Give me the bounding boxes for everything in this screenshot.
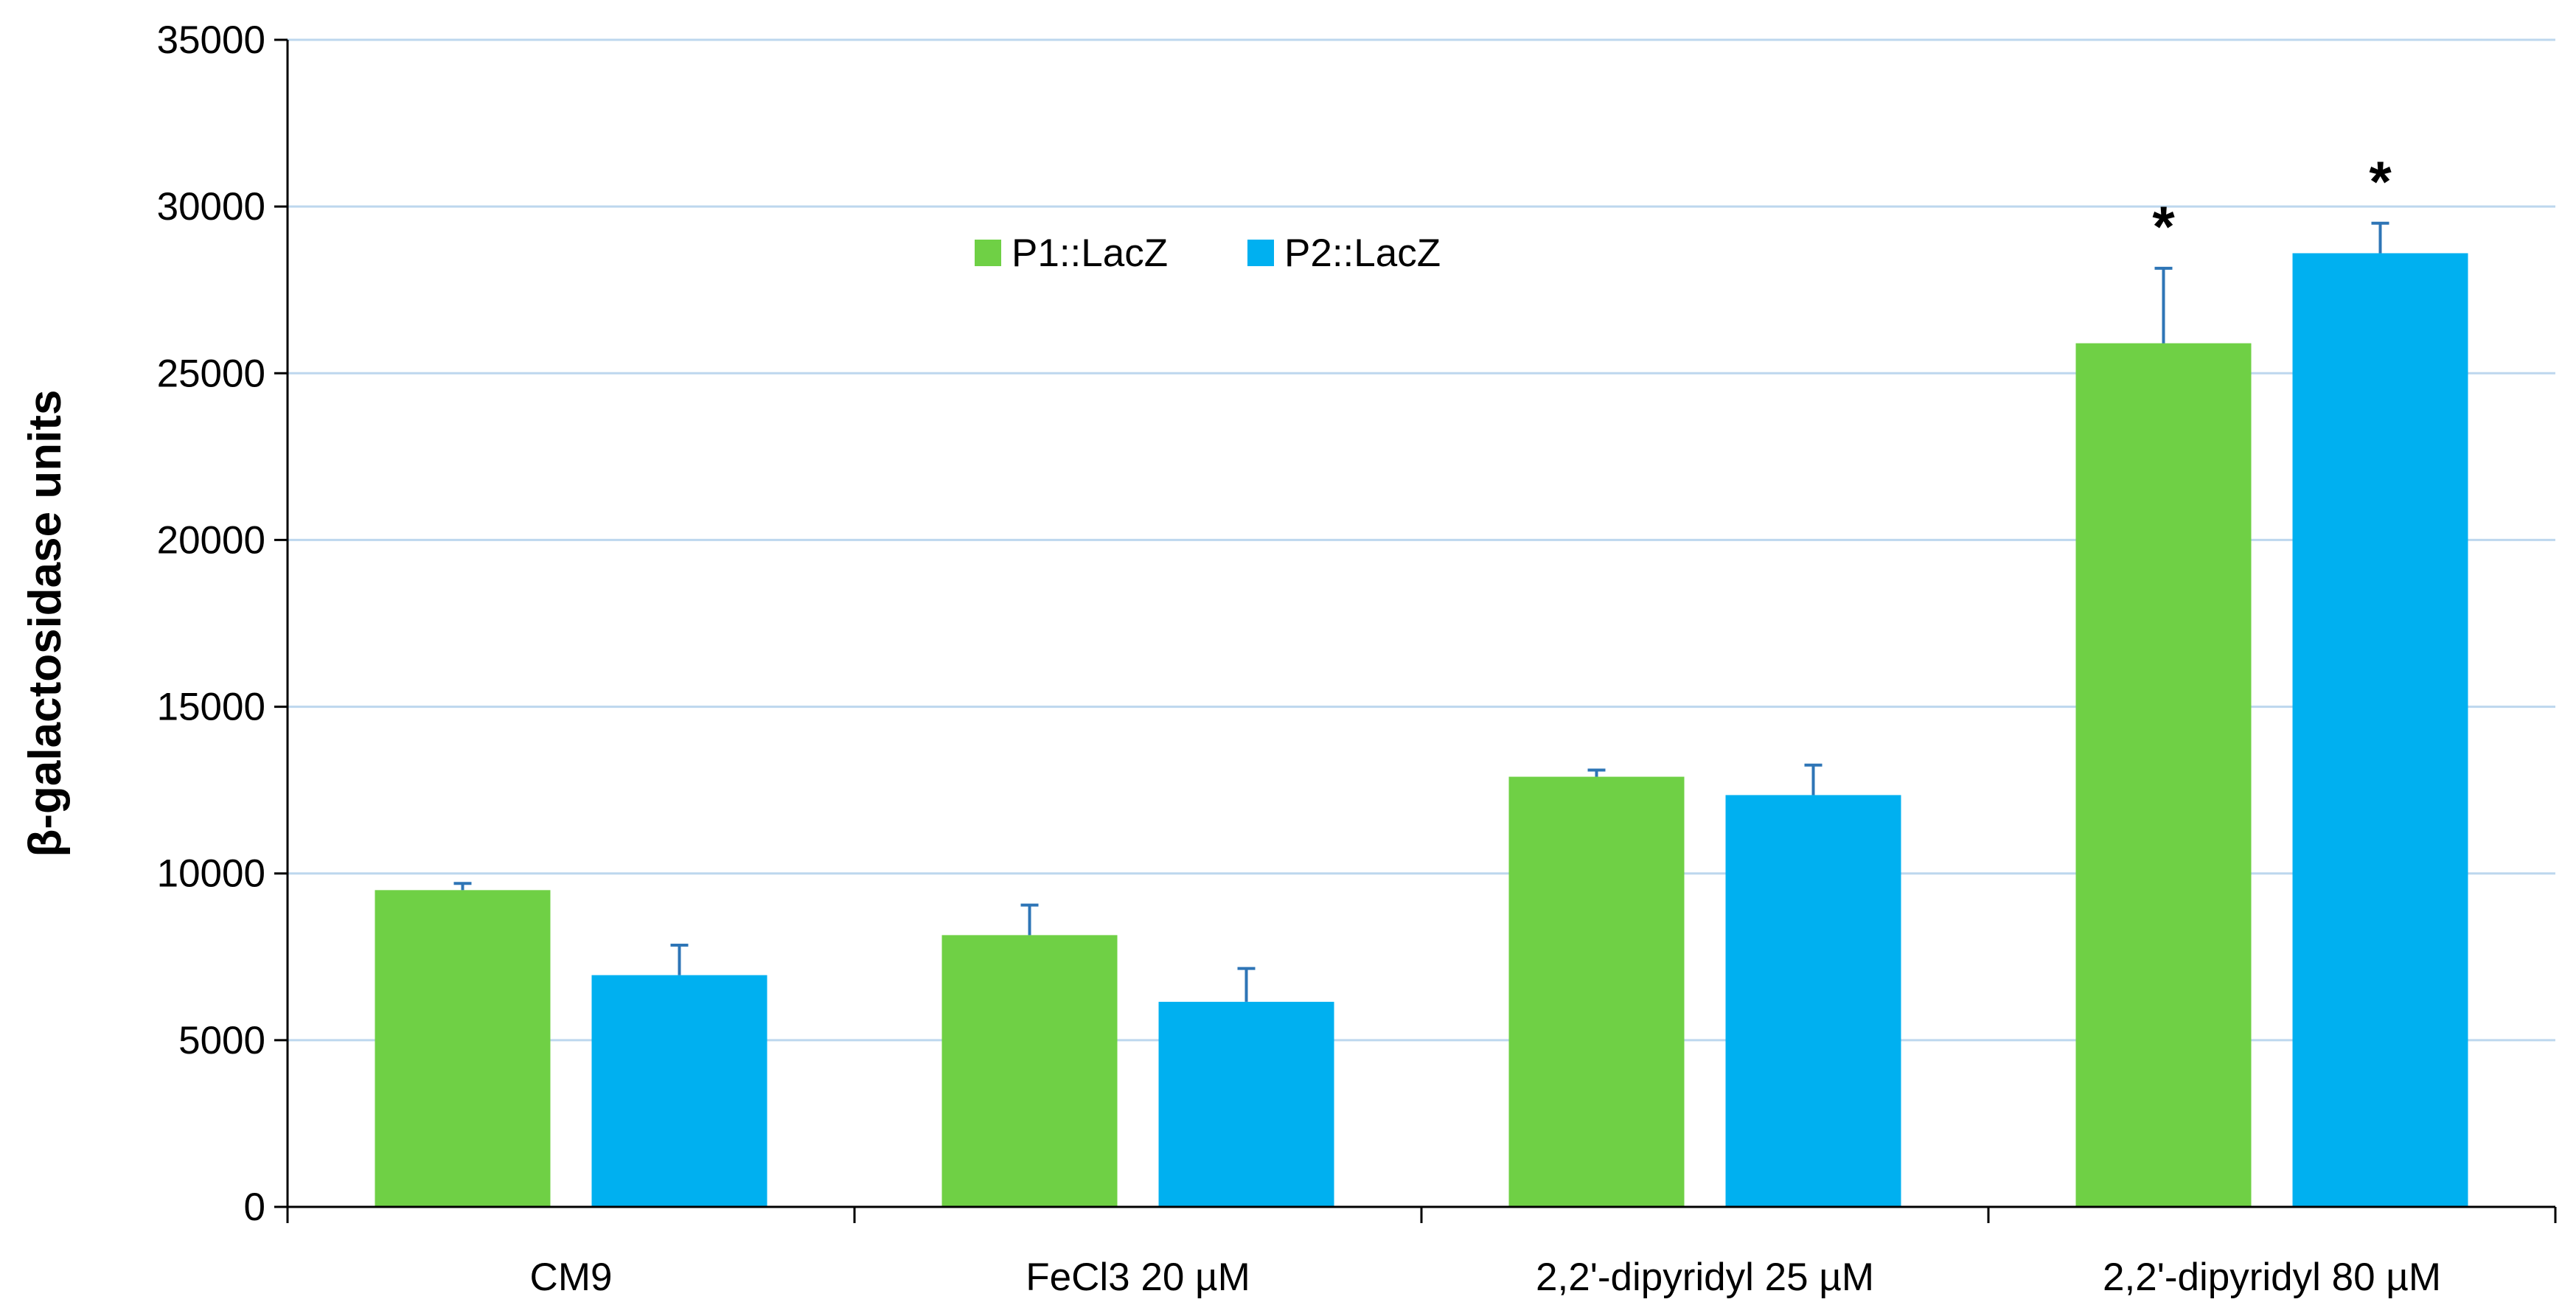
bar <box>1725 795 1901 1207</box>
gridlines <box>288 38 2555 1042</box>
legend-swatch <box>1247 240 1274 266</box>
bar <box>375 890 551 1207</box>
y-tick-label: 10000 <box>157 852 265 896</box>
y-tick-label: 0 <box>244 1186 265 1229</box>
y-axis-label: β-galactosidase units <box>20 390 71 857</box>
bar <box>1158 1001 1334 1207</box>
y-tick-label: 30000 <box>157 185 265 229</box>
legend-label: P2::LacZ <box>1284 231 1441 275</box>
x-category-label: CM9 <box>530 1256 613 1299</box>
bar <box>1508 776 1685 1207</box>
y-tick-label: 5000 <box>178 1019 265 1062</box>
legend-label: P1::LacZ <box>1012 231 1168 275</box>
legend-swatch <box>975 240 1001 266</box>
legend: P1::LacZ P2::LacZ <box>975 231 1441 275</box>
bar <box>2292 253 2468 1207</box>
y-tick-label: 15000 <box>157 686 265 729</box>
y-tick-label: 20000 <box>157 518 265 562</box>
y-tick-label: 35000 <box>157 18 265 62</box>
x-category-label: 2,2'-dipyridyl 80 µM <box>2103 1256 2441 1299</box>
significance-marker: * <box>2152 194 2175 259</box>
labels: 0 5000 10000 15000 20000 25000 30000 35000 CM9 Fe… <box>20 18 2441 1299</box>
bars <box>375 221 2468 1208</box>
x-category-label: FeCl3 20 µM <box>1026 1256 1250 1299</box>
bar <box>591 975 767 1207</box>
y-tick-label: 25000 <box>157 352 265 395</box>
bar <box>941 935 1118 1207</box>
bar <box>2075 343 2252 1208</box>
significance-marker: * <box>2369 149 2392 214</box>
x-category-label: 2,2'-dipyridyl 25 µM <box>1536 1256 1874 1299</box>
axes <box>274 38 2557 1223</box>
